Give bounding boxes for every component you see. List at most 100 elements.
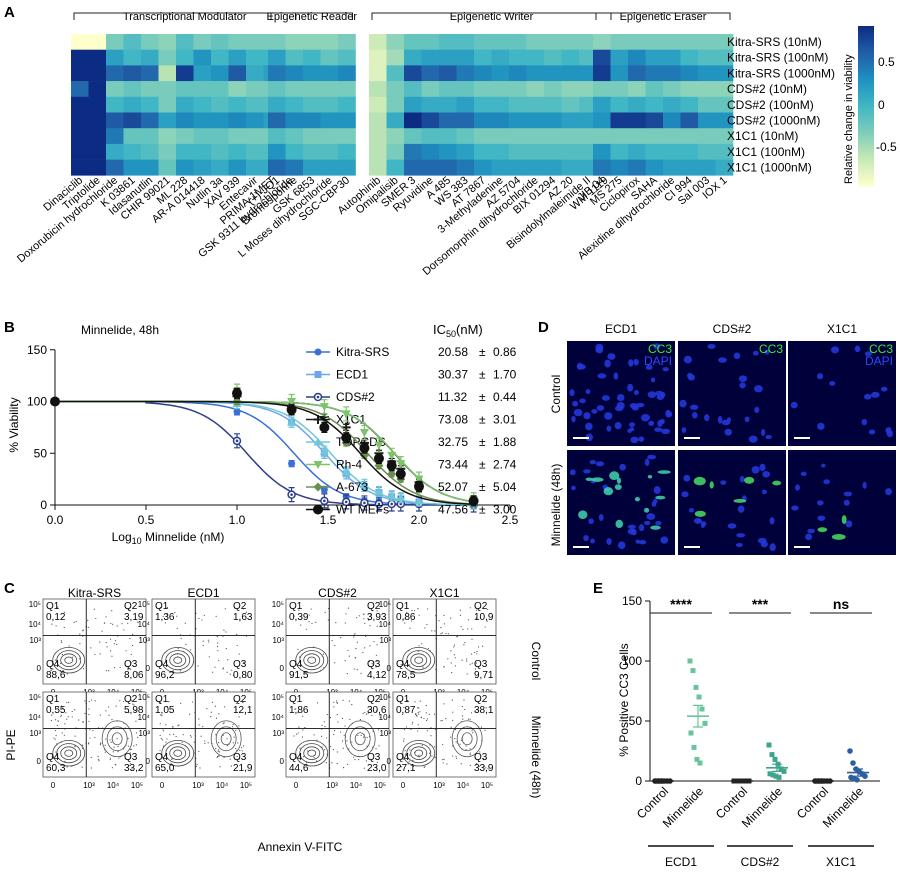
event-dot (51, 756, 53, 758)
flow-y-tick: 0 (387, 757, 392, 766)
panel-d-row-control: Control (549, 375, 563, 414)
nucleus (579, 398, 586, 404)
event-dot (104, 744, 106, 746)
heatmap-cell (610, 143, 629, 160)
heatmap-cell (106, 49, 124, 66)
heatmap-cell (544, 112, 562, 129)
ic50-header: IC50(nM) (433, 322, 483, 339)
heatmap-cell (474, 34, 492, 50)
density-contour (451, 720, 483, 758)
quadrant-name: Q2 (367, 694, 381, 705)
heatmap-cell (680, 112, 699, 129)
event-dot (412, 759, 414, 762)
data-point (233, 408, 241, 416)
event-dot (460, 739, 462, 741)
quadrant-value: 8,06 (124, 670, 144, 681)
data-point-center (235, 439, 239, 443)
heatmap-cell (285, 128, 304, 145)
flow-y-tick: 0 (280, 757, 285, 766)
heatmap-cell (544, 81, 562, 98)
event-dot (356, 669, 358, 671)
event-dot (66, 718, 68, 720)
data-point (781, 768, 787, 774)
event-dot (428, 752, 431, 754)
heatmap-cell (268, 128, 286, 145)
heatmap-cell (268, 96, 286, 113)
event-dot (476, 709, 479, 711)
event-dot (347, 607, 350, 609)
event-dot (440, 633, 442, 635)
event-dot (422, 667, 424, 669)
heatmap-cell (474, 96, 492, 113)
quadrant-value: 33,2 (124, 763, 144, 774)
nucleus (583, 412, 591, 420)
event-dot (368, 660, 370, 663)
nucleus (607, 353, 616, 360)
event-dot (75, 620, 77, 623)
nucleus (704, 414, 710, 422)
ic50-sd: 5.04 (493, 480, 517, 494)
heatmap-cell (593, 65, 611, 82)
nucleus (861, 418, 868, 426)
fit-curve (55, 400, 474, 505)
event-dot (216, 636, 218, 638)
event-dot (474, 710, 476, 712)
cc3-signal (744, 476, 755, 484)
event-dot (358, 615, 360, 617)
heatmap-cell (193, 112, 212, 129)
nucleus (573, 408, 583, 417)
stain-label-cc3: CC3 (869, 342, 893, 356)
heatmap-cell (474, 49, 492, 66)
event-dot (123, 629, 125, 631)
event-dot (130, 762, 132, 764)
quadrant-value: 4,12 (367, 670, 387, 681)
event-dot (476, 763, 478, 765)
nucleus (681, 491, 689, 498)
event-dot (208, 656, 210, 658)
ic50-pm: ± (479, 435, 486, 449)
heatmap-cell (663, 112, 681, 129)
heatmap-cell (561, 49, 580, 66)
event-dot (485, 767, 487, 769)
data-point (414, 496, 424, 505)
event-dot (418, 754, 420, 756)
event-dot (471, 662, 473, 664)
cc3-signal (578, 510, 588, 520)
data-point-center (344, 500, 348, 504)
event-dot (434, 756, 436, 758)
event-dot (324, 611, 326, 614)
event-dot (196, 764, 198, 766)
event-dot (60, 714, 63, 716)
heatmap-cell (285, 49, 304, 66)
event-dot (418, 707, 420, 709)
flow-y-tick: 10³ (29, 729, 41, 738)
data-point (387, 469, 397, 479)
heatmap-cell (628, 96, 646, 113)
event-dot (215, 717, 218, 719)
event-dot (334, 662, 336, 664)
heatmap-cell (71, 49, 89, 66)
quadrant-name: Q3 (474, 752, 488, 763)
event-dot (53, 764, 55, 766)
heatmap-cell (439, 128, 457, 145)
event-dot (321, 724, 323, 726)
heatmap-cell (369, 49, 387, 66)
event-dot (409, 754, 411, 756)
event-dot (121, 623, 123, 625)
cc3-signal (591, 477, 604, 482)
event-dot (90, 756, 92, 759)
heatmap-cell (680, 65, 699, 82)
event-dot (425, 712, 427, 714)
event-dot (54, 659, 57, 661)
significance-label: *** (752, 596, 769, 612)
heatmap-cell (158, 49, 177, 66)
nucleus (619, 463, 626, 471)
event-dot (87, 743, 90, 745)
event-dot (90, 699, 93, 701)
nucleus (588, 518, 594, 525)
heatmap-cell (593, 128, 611, 145)
heatmap-cell (593, 81, 611, 98)
data-point-center (390, 502, 394, 506)
heatmap-cell (123, 81, 142, 98)
nucleus (739, 382, 746, 389)
